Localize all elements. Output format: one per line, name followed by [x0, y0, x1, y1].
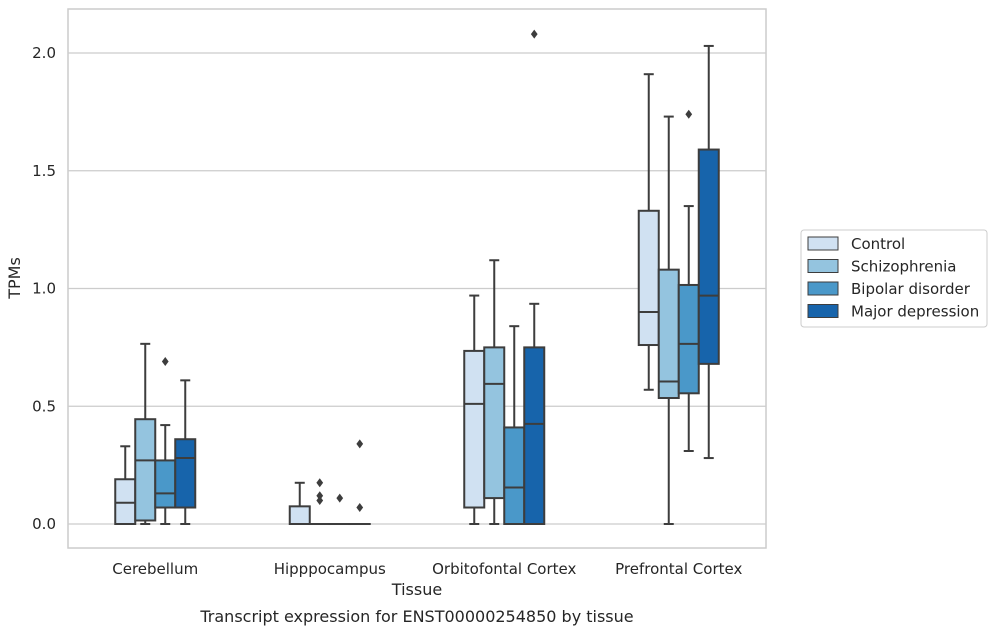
x-tick-label-orbitofontal-cortex: Orbitofontal Cortex [432, 560, 576, 578]
box-major-depression-orbitofontal-cortex [523, 29, 546, 525]
box-iqr [114, 478, 137, 526]
outlier-point [316, 478, 324, 488]
box-schizophrenia-hipppocampus [308, 478, 331, 526]
legend-item-bipolar-disorder: Bipolar disorder [807, 280, 971, 298]
box-iqr [697, 148, 720, 365]
box-schizophrenia-prefrontal-cortex [657, 115, 680, 525]
x-axis-title: Tissue [391, 580, 442, 599]
box-iqr [154, 459, 177, 509]
outlier-point [356, 439, 364, 449]
y-axis-title: TPMs [5, 257, 24, 300]
box-major-depression-prefrontal-cortex [697, 44, 720, 460]
y-tick-label: 1.0 [32, 280, 56, 298]
y-tick-label: 0.0 [32, 515, 56, 533]
box-schizophrenia-cerebellum [134, 342, 157, 525]
y-tick-label: 0.5 [32, 397, 56, 415]
legend-item-schizophrenia: Schizophrenia [807, 258, 956, 276]
box-bipolar-disorder-cerebellum [154, 357, 177, 525]
legend-label: Major depression [851, 303, 979, 321]
outlier-point [316, 491, 324, 501]
box-major-depression-cerebellum [174, 379, 197, 525]
box-control-prefrontal-cortex [637, 73, 660, 391]
box-bipolar-disorder-prefrontal-cortex [677, 109, 700, 452]
box-iqr [523, 346, 546, 525]
outlier-point [685, 109, 693, 119]
outlier-point [336, 493, 344, 503]
box-iqr [288, 505, 311, 525]
y-tick-label: 1.5 [32, 162, 56, 180]
box-bipolar-disorder-orbitofontal-cortex [503, 325, 526, 526]
legend: Control Schizophrenia Bipolar disorder Majo… [800, 229, 988, 328]
x-tick-label-hipppocampus: Hipppocampus [274, 560, 386, 578]
legend-label: Bipolar disorder [851, 280, 971, 298]
box-major-depression-hipppocampus [348, 439, 371, 526]
box-bipolar-disorder-hipppocampus [328, 493, 351, 526]
y-tick-labels: 0.0 0.5 1.0 1.5 2.0 [32, 44, 56, 533]
box-control-hipppocampus [288, 481, 311, 525]
box-iqr [134, 418, 157, 522]
box-control-orbitofontal-cortex [463, 294, 486, 525]
x-tick-labels: Cerebellum Hipppocampus Orbitofontal Corte… [112, 560, 742, 578]
box-iqr [657, 268, 680, 400]
outlier-point [356, 503, 364, 513]
legend-swatch [807, 236, 839, 251]
x-tick-label-prefrontal-cortex: Prefrontal Cortex [615, 560, 742, 578]
box-iqr [503, 426, 526, 526]
box-iqr [677, 283, 700, 395]
legend-swatch [807, 304, 839, 318]
box-iqr [174, 438, 197, 509]
legend-swatch [807, 259, 839, 273]
legend-frame [800, 229, 988, 328]
legend-item-major-depression: Major depression [807, 303, 979, 321]
outlier-point [316, 495, 324, 505]
box-groups [114, 29, 720, 526]
legend-label: Schizophrenia [851, 258, 956, 276]
plot-frame [67, 8, 767, 549]
y-tick-label: 2.0 [32, 44, 56, 62]
legend-label: Control [851, 235, 905, 253]
box-control-cerebellum [114, 445, 137, 526]
chart-caption: Transcript expression for ENST0000025485… [199, 607, 633, 626]
box-schizophrenia-orbitofontal-cortex [483, 259, 506, 525]
box-iqr [637, 209, 660, 347]
box-iqr [483, 346, 506, 500]
outlier-point [161, 357, 169, 367]
box-iqr [463, 349, 486, 509]
legend-item-control: Control [807, 235, 905, 253]
x-tick-label-cerebellum: Cerebellum [112, 560, 198, 578]
legend-swatch [807, 281, 839, 296]
outlier-point [530, 29, 538, 39]
